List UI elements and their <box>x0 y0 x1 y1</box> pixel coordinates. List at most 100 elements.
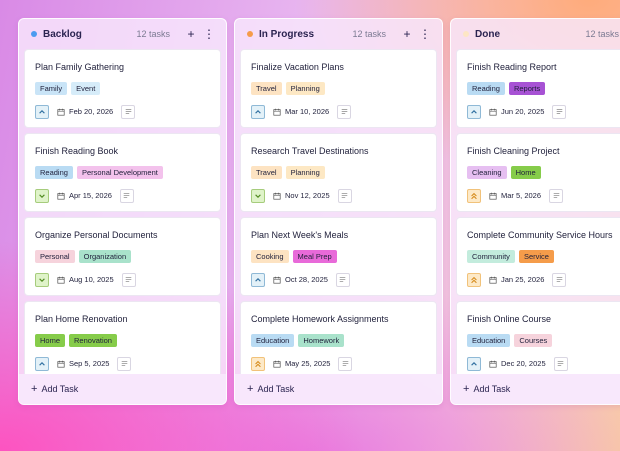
task-card[interactable]: Research Travel Destinations Travel Planni… <box>240 133 437 212</box>
add-icon[interactable]: + <box>403 27 411 41</box>
due-date[interactable]: Mar 10, 2026 <box>273 107 329 116</box>
double-chevron-up-icon[interactable] <box>467 272 481 287</box>
due-date[interactable]: Apr 15, 2026 <box>57 191 112 200</box>
tag: Personal Development <box>76 166 163 179</box>
due-date-text: May 25, 2025 <box>285 359 331 368</box>
task-card[interactable]: Finish Reading Report Reading Reports Jun 2… <box>456 49 620 128</box>
task-card[interactable]: Finish Cleaning Project Cleaning Home Mar 5… <box>456 133 620 212</box>
task-count: 12 tasks <box>352 29 386 39</box>
calendar-icon <box>57 108 69 116</box>
due-date[interactable]: Mar 5, 2026 <box>489 191 541 200</box>
due-date-text: Nov 12, 2025 <box>285 191 330 200</box>
chevron-up-icon[interactable] <box>35 104 49 119</box>
card-footer: Jan 25, 2026 <box>467 272 620 287</box>
tag: Event <box>71 82 101 95</box>
add-task-button[interactable]: + Add Task <box>19 374 226 404</box>
column-title: Done <box>475 28 500 40</box>
tag-list: Reading Personal Development <box>35 166 210 179</box>
tag-list: Education Homework <box>251 334 426 347</box>
calendar-icon <box>57 360 69 368</box>
notes-icon[interactable] <box>338 356 353 371</box>
due-date[interactable]: Feb 20, 2026 <box>57 107 113 116</box>
task-title: Organize Personal Documents <box>35 230 158 240</box>
tag: Service <box>518 250 554 263</box>
task-title: Research Travel Destinations <box>251 146 369 156</box>
due-date-text: Aug 10, 2025 <box>69 275 114 284</box>
task-title: Complete Homework Assignments <box>251 314 389 324</box>
notes-icon[interactable] <box>117 356 132 371</box>
notes-icon[interactable] <box>552 272 567 287</box>
due-date[interactable]: Jan 25, 2026 <box>489 275 544 284</box>
chevron-up-icon[interactable] <box>251 104 265 119</box>
card-list: Finalize Vacation Plans Travel Planning Mar… <box>240 49 437 374</box>
add-task-button[interactable]: + Add Task <box>235 374 442 404</box>
card-footer: Sep 5, 2025 <box>35 356 210 371</box>
due-date[interactable]: Jun 20, 2025 <box>489 107 544 116</box>
add-task-button[interactable]: + Add Task <box>451 374 620 404</box>
task-card[interactable]: Finish Online Course Education Courses Dec … <box>456 301 620 374</box>
due-date[interactable]: Sep 5, 2025 <box>57 359 109 368</box>
task-card[interactable]: Finish Reading Book Reading Personal Devel… <box>24 133 221 212</box>
task-card[interactable]: Organize Personal Documents Personal Organ… <box>24 217 221 296</box>
chevron-up-icon[interactable] <box>251 272 265 287</box>
tag: Community <box>467 250 515 263</box>
task-title: Plan Home Renovation <box>35 314 128 324</box>
status-dot <box>463 31 469 37</box>
tag: Meal Prep <box>292 250 337 263</box>
notes-icon[interactable] <box>552 104 567 119</box>
due-date[interactable]: Nov 12, 2025 <box>273 191 330 200</box>
due-date[interactable]: Dec 20, 2025 <box>489 359 546 368</box>
tag: Reading <box>467 82 505 95</box>
more-options-icon[interactable]: ⋮ <box>203 27 215 41</box>
task-title: Plan Family Gathering <box>35 62 125 72</box>
card-footer: Oct 28, 2025 <box>251 272 426 287</box>
task-card[interactable]: Plan Next Week's Meals Cooking Meal Prep Oc… <box>240 217 437 296</box>
double-chevron-up-icon[interactable] <box>251 356 265 371</box>
chevron-down-icon[interactable] <box>35 188 49 203</box>
notes-icon[interactable] <box>553 356 568 371</box>
task-title: Finalize Vacation Plans <box>251 62 344 72</box>
due-date-text: Jun 20, 2025 <box>501 107 545 116</box>
notes-icon[interactable] <box>121 272 136 287</box>
chevron-up-icon[interactable] <box>35 356 49 371</box>
tag: Planning <box>285 82 325 95</box>
double-chevron-up-icon[interactable] <box>467 188 481 203</box>
task-card[interactable]: Complete Community Service Hours Communit… <box>456 217 620 296</box>
chevron-down-icon[interactable] <box>251 188 265 203</box>
due-date[interactable]: Aug 10, 2025 <box>57 275 114 284</box>
notes-icon[interactable] <box>335 272 350 287</box>
tag: Cleaning <box>467 166 507 179</box>
calendar-icon <box>273 360 285 368</box>
chevron-up-icon[interactable] <box>467 356 481 371</box>
add-icon[interactable]: + <box>187 27 195 41</box>
column-header: Done 12 tasks <box>451 19 620 49</box>
plus-icon: + <box>247 383 254 395</box>
notes-icon[interactable] <box>337 188 352 203</box>
tag: Renovation <box>69 334 117 347</box>
task-card[interactable]: Finalize Vacation Plans Travel Planning Mar… <box>240 49 437 128</box>
due-date[interactable]: Oct 28, 2025 <box>273 275 328 284</box>
column-done: Done 12 tasks Finish Reading Report Readi… <box>450 18 620 405</box>
tag: Personal <box>35 250 75 263</box>
task-card[interactable]: Plan Home Renovation Home Renovation Sep 5,… <box>24 301 221 374</box>
column-title: In Progress <box>259 28 315 40</box>
calendar-icon <box>489 276 501 284</box>
card-footer: May 25, 2025 <box>251 356 426 371</box>
card-footer: Apr 15, 2026 <box>35 188 210 203</box>
notes-icon[interactable] <box>549 188 564 203</box>
plus-icon: + <box>463 383 470 395</box>
notes-icon[interactable] <box>337 104 352 119</box>
more-options-icon[interactable]: ⋮ <box>419 27 431 41</box>
tag-list: Education Courses <box>467 334 620 347</box>
task-card[interactable]: Complete Homework Assignments Education Ho… <box>240 301 437 374</box>
tag: Cooking <box>251 250 289 263</box>
chevron-up-icon[interactable] <box>467 104 481 119</box>
notes-icon[interactable] <box>121 104 136 119</box>
due-date[interactable]: May 25, 2025 <box>273 359 330 368</box>
chevron-down-icon[interactable] <box>35 272 49 287</box>
tag: Reports <box>508 82 546 95</box>
task-card[interactable]: Plan Family Gathering Family Event Feb 20, … <box>24 49 221 128</box>
notes-icon[interactable] <box>119 188 134 203</box>
tag-list: Home Renovation <box>35 334 210 347</box>
task-title: Finish Online Course <box>467 314 552 324</box>
